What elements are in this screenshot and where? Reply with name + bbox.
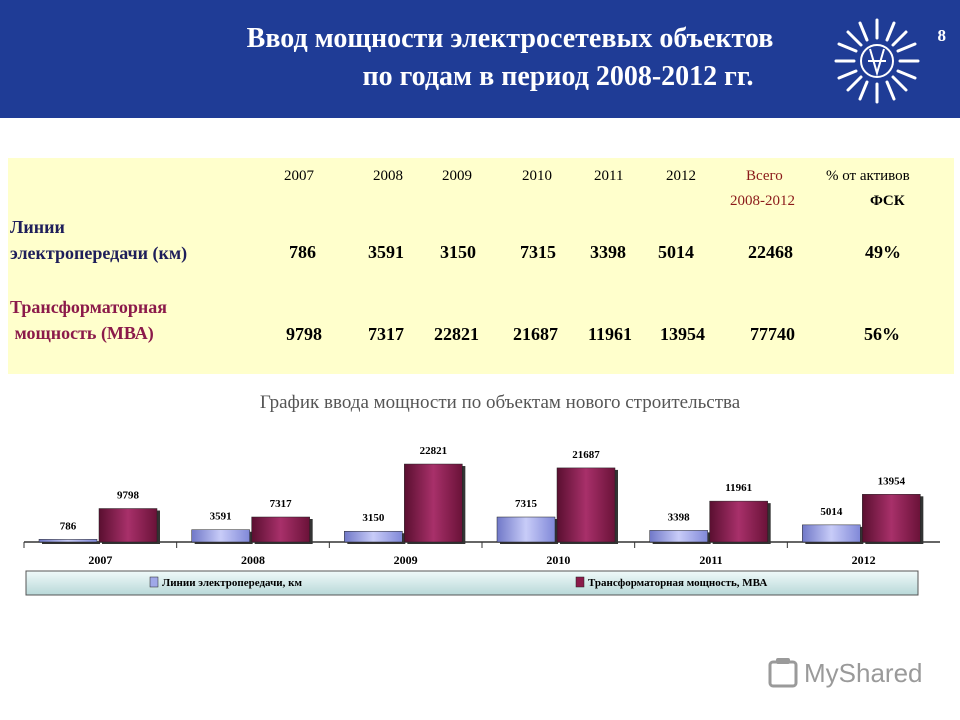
row1-value-2012: 5014 (658, 242, 694, 262)
row2-value-2009: 22821 (434, 324, 479, 344)
year-header-2007: 2007 (284, 168, 314, 184)
company-logo-icon (834, 18, 920, 104)
data-label: 3591 (210, 511, 232, 523)
data-label: 22821 (420, 445, 448, 457)
legend-swatch (575, 576, 585, 588)
bar-transformer-2008 (251, 516, 310, 543)
watermark: MyShared (768, 656, 938, 696)
row2-value-2012: 13954 (660, 324, 705, 344)
bar-transformer-2010 (556, 467, 616, 543)
bar-lines-2010 (496, 516, 556, 543)
bar-shadow (42, 541, 100, 544)
data-label: 11961 (725, 482, 752, 494)
data-label: 13954 (878, 475, 906, 487)
bar-transformer-2011 (709, 500, 768, 543)
year-header-2011: 2011 (594, 168, 624, 184)
x-tick-label: 2009 (394, 553, 418, 567)
data-label: 3398 (668, 511, 691, 523)
total-header-line-2: 2008-2012 (730, 193, 795, 209)
header-bar: Ввод мощности электросетевых объектов по… (0, 0, 960, 118)
data-table: 2007 2008 2009 2010 2011 2012 Всего 2008… (8, 158, 954, 374)
data-label: 3150 (362, 512, 385, 524)
row1-value-2010: 7315 (520, 242, 556, 262)
bar-lines-2012 (802, 524, 861, 543)
plot-area (24, 430, 940, 542)
row1-value-2011: 3398 (590, 242, 626, 262)
year-header-2012: 2012 (666, 168, 696, 184)
watermark-text: MyShared (804, 658, 923, 688)
data-label: 9798 (117, 490, 140, 502)
x-tick-label: 2007 (88, 553, 112, 567)
row2-value-2007: 9798 (286, 324, 322, 344)
bar-transformer-2012 (862, 494, 921, 543)
title-line-2: по годам в период 2008-2012 гг. (362, 61, 754, 92)
pct-header-line-2: ФСК (870, 193, 905, 209)
slide-number: 8 (937, 26, 947, 45)
row1-value-2007: 786 (289, 242, 316, 262)
row2-value-2011: 11961 (588, 324, 633, 344)
x-tick-label: 2010 (546, 553, 570, 567)
legend-swatch (149, 576, 159, 588)
row2-value-2008: 7317 (368, 324, 404, 344)
bar-transformer-2007 (98, 508, 158, 543)
data-label: 5014 (820, 506, 843, 518)
data-label: 7315 (515, 498, 538, 510)
bar-lines-2008 (191, 529, 250, 543)
chart-title: График ввода мощности по объектам нового… (259, 392, 741, 413)
bar-transformer-2009 (404, 463, 463, 543)
legend-entry: Линии электропередачи, км (162, 577, 302, 589)
row-label-lines-2: электропередачи (км) (10, 243, 188, 263)
pct-header-line-1: % от активов (826, 168, 910, 184)
x-tick-label: 2011 (699, 553, 722, 567)
year-header-2008: 2008 (373, 168, 403, 184)
data-label: 21687 (572, 449, 600, 461)
watermark-logo-icon (768, 658, 798, 688)
year-header-2009: 2009 (442, 168, 472, 184)
row-label-transformer-1: Трансформаторная (10, 297, 168, 317)
row2-total: 77740 (750, 324, 795, 344)
row-label-transformer-2: мощность (МВА) (10, 323, 154, 343)
row1-value-2008: 3591 (368, 242, 404, 262)
year-header-2010: 2010 (522, 168, 552, 184)
legend-entry: Трансформаторная мощность, МВА (588, 577, 767, 589)
row2-value-2010: 21687 (513, 324, 558, 344)
bar-lines-2007 (38, 539, 98, 543)
x-tick-label: 2012 (852, 553, 876, 567)
bar-chart: 2007 786 9798 2008 3591 7317 2009 3150 22821 2010… (23, 430, 940, 596)
legend-box (25, 570, 919, 596)
row1-value-2009: 3150 (440, 242, 476, 262)
bar-lines-2009 (344, 530, 403, 543)
data-label: 786 (60, 520, 77, 532)
total-header-line-1: Всего (746, 168, 783, 184)
row1-percent: 49% (865, 242, 901, 262)
page-title: Ввод мощности электросетевых объектов по… (150, 20, 870, 96)
x-tick-label: 2008 (241, 553, 265, 567)
row-label-lines-1: Линии (10, 217, 65, 237)
bar-lines-2011 (649, 530, 708, 543)
title-line-1: Ввод мощности электросетевых объектов (246, 23, 774, 54)
row1-total: 22468 (748, 242, 793, 262)
data-label: 7317 (270, 498, 293, 510)
row2-percent: 56% (864, 324, 900, 344)
